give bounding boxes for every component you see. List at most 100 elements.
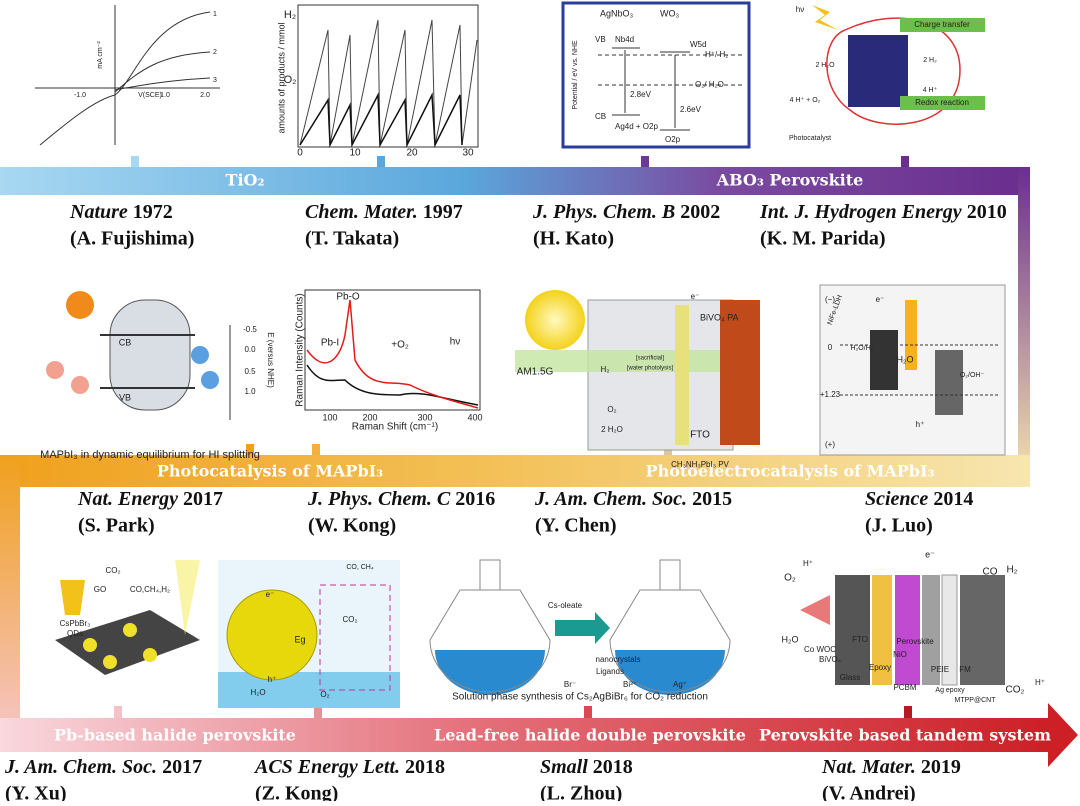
panel-label: 2.8eV [630,90,652,99]
citation-author: (S. Park) [78,515,155,537]
journal: J. Phys. Chem. C [307,488,451,510]
panel-label: H₂O/H₂ [851,345,874,352]
panel-label: Br⁻ [564,680,576,689]
year: 2018 [405,756,445,778]
panel-label: [sacrificial] [636,356,664,362]
panel-label: 4 H⁺ [923,87,938,94]
citation-journal-line: ACS Energy Lett. 2018 [253,756,445,778]
panel-label: 3 [213,77,217,84]
panel-label: PEIE [931,665,949,674]
panel-label: hν [796,5,804,14]
panel-label: CB [595,112,606,121]
band-row-3 [0,703,1078,767]
panel-label: Co WOC [804,645,836,654]
panel-label: +1.23 [820,390,841,399]
panel-label: AgNbO₃ [600,8,634,18]
band-label: Lead-free halide double perovskite [434,726,746,745]
year: 1972 [133,201,173,223]
journal: Chem. Mater. [305,201,418,223]
year: 1997 [423,201,463,223]
citation-journal-line: Nat. Mater. 2019 [821,756,961,778]
citation-author: (Z. Kong) [255,783,338,801]
panel-label: O₂ [320,690,329,699]
panel-label: Bi³⁺ [623,680,637,689]
panel-label: 2 H₂O [601,425,623,434]
panel-label: Eg [294,634,305,644]
panel-label: 10 [349,148,361,159]
panel-label: Potential / eV vs. NHE [572,40,579,110]
panel-label: [water photolysis] [627,366,674,372]
panel-label: 4 H⁺ + O₂ [790,97,821,104]
band-label: Photoelectrocatalysis of MAPbI₃ [646,462,935,481]
panel-label: H₂ [601,365,610,374]
panel-label: Solution phase synthesis of Cs₂AgBiBr₆ f… [452,692,708,703]
panel-label: PCBM [893,683,916,692]
year: 2018 [593,756,633,778]
panel-label: CO,CH₄,H₂ [130,585,170,594]
band-row-1 [0,167,1030,487]
panel-label: V(SCE) [138,92,162,99]
year: 2014 [933,488,973,510]
citation-author: (V. Andrei) [822,783,916,801]
citation-journal-line: J. Am. Chem. Soc. 2017 [4,756,202,778]
panel-label: CO₂ [342,615,357,624]
year: 2019 [921,756,961,778]
panel-label: O2p [665,135,681,144]
panel-label: VB [595,35,606,44]
panel-label: Ag⁺ [673,680,687,689]
panel-label: O₂ [284,74,297,86]
panel-label: mA cm⁻² [97,41,104,69]
year: 2015 [692,488,732,510]
panel-label: 200 [362,412,377,422]
panel-label: H⁺ [1035,678,1045,687]
panel-label: Ag4d + O2p [615,122,658,131]
panel-label: 100 [322,412,337,422]
panel-label: 2 H₂O [815,62,835,69]
panel-label: 0.0 [244,345,256,354]
panel-label: CO [983,567,998,578]
panel-label: CsPbBr₃ [60,619,91,628]
panel-label: QDs [67,629,83,638]
panel-label: -0.5 [243,325,257,334]
citation-author: (H. Kato) [533,228,614,250]
panel-label: 400 [467,412,482,422]
journal: Science [865,488,928,510]
panel-label: O₂/ H₂O [695,80,724,89]
panel-label: 20 [406,148,418,159]
panel-label: 0 [828,343,833,352]
citation-journal-line: Chem. Mater. 1997 [305,201,463,223]
band-label: Pb-based halide perovskite [54,726,296,745]
panel-label: W5d [690,40,706,49]
citation-journal-line: Small 2018 [540,756,633,778]
panel-label: FTO [690,430,710,441]
panel-label: 2.6eV [680,105,702,114]
band-label: Photocatalysis of MAPbI₃ [157,462,383,481]
year: 2017 [162,756,202,778]
panel-label: O₂ [784,573,796,584]
citation-author: (T. Takata) [305,228,399,250]
panel-label: Epoxy [869,663,891,672]
panel-label: h⁺ [268,675,277,684]
panel-label: CO₂ [1006,685,1025,696]
panel-label: WO₃ [660,8,679,18]
panel-label: VB [119,392,131,402]
panel-label: e⁻ [876,295,885,304]
citation-journal-line: Nat. Energy 2017 [77,488,223,510]
citation-journal-line: Nature 1972 [69,201,173,223]
citation-journal-line: J. Am. Chem. Soc. 2015 [534,488,732,510]
panel-label: GO [94,585,106,594]
band-label: ABO₃ Perovskite [716,171,864,190]
panel-label: Nb4d [615,35,634,44]
panel-label: Raman Shift (cm⁻¹) [352,422,438,433]
panel-label: Ag epoxy [935,687,965,694]
citation-journal-line: J. Phys. Chem. C 2016 [307,488,495,510]
year: 2010 [967,201,1007,223]
year: 2002 [680,201,720,223]
citation-author: (K. M. Parida) [760,228,886,250]
journal: ACS Energy Lett. [253,756,400,778]
panel-label: 300 [417,412,432,422]
panel-label: 1 [213,11,217,18]
year: 2017 [183,488,223,510]
panel-label: FM [959,665,971,674]
